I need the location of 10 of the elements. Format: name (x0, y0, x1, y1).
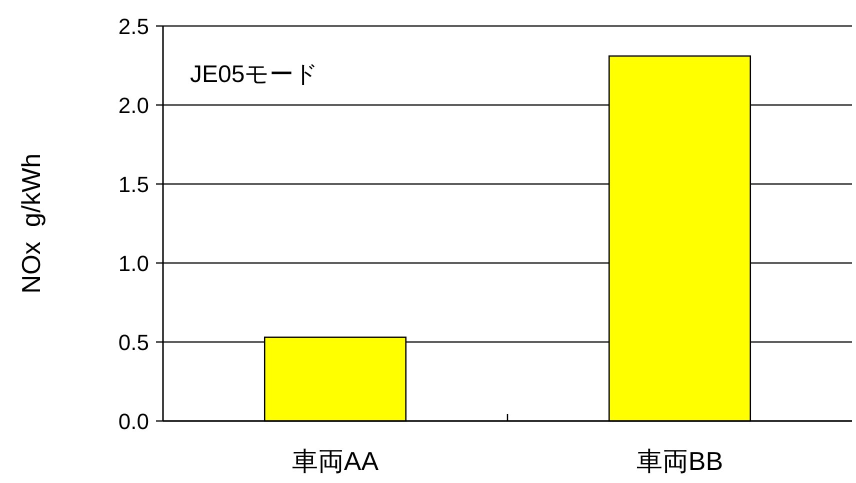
y-tick-label: 1.0 (118, 251, 149, 276)
y-tick-label: 0.0 (118, 409, 149, 434)
y-tick-label: 0.5 (118, 330, 149, 355)
y-tick-label: 2.5 (118, 14, 149, 39)
y-tick-label: 1.5 (118, 172, 149, 197)
x-tick-label: 車両AA (292, 446, 380, 476)
x-tick-label: 車両BB (636, 446, 724, 476)
y-tick-label: 2.0 (118, 93, 149, 118)
annotation: JE05モード (190, 61, 319, 88)
y-axis-title: NOx g/kWh (16, 153, 46, 294)
